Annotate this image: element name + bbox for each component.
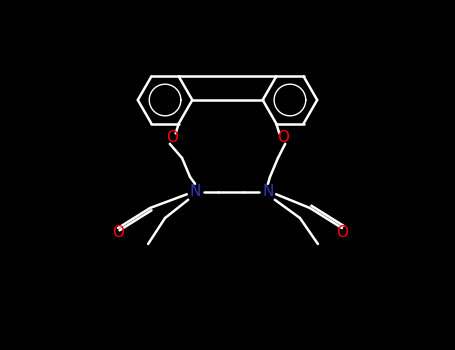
Text: N: N	[262, 184, 273, 200]
Text: O: O	[112, 225, 124, 240]
Text: O: O	[277, 130, 289, 145]
Text: O: O	[336, 225, 348, 240]
Text: N: N	[189, 184, 201, 200]
Text: O: O	[166, 130, 178, 145]
